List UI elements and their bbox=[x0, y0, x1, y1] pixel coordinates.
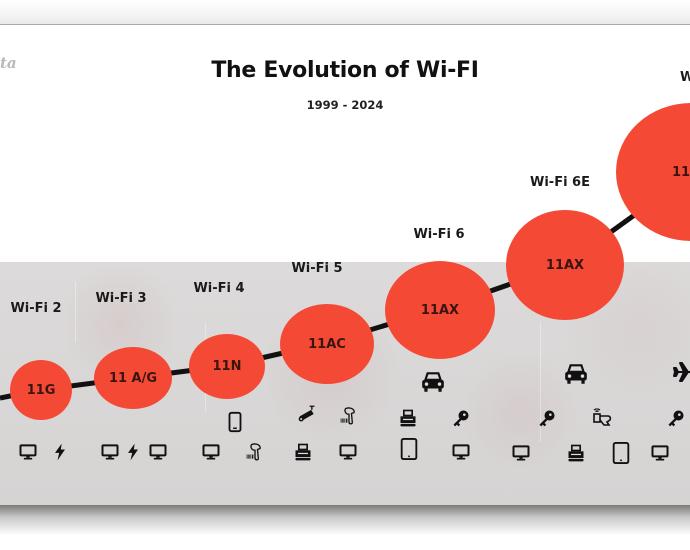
monitor-icon bbox=[650, 443, 670, 463]
key-icon bbox=[537, 408, 557, 428]
standard-label: 11AX bbox=[420, 302, 460, 318]
decorative-line bbox=[75, 282, 76, 342]
watermark-logo: ta bbox=[0, 54, 17, 72]
monitor-icon bbox=[100, 442, 120, 462]
standard-label: 11AC bbox=[308, 336, 346, 352]
monitor-icon bbox=[451, 442, 471, 462]
generation-label-wifi-5: Wi-Fi 5 bbox=[291, 261, 343, 276]
node-wifi-4: 11N bbox=[189, 334, 265, 399]
car-icon bbox=[419, 369, 447, 395]
tablet-icon bbox=[610, 439, 632, 467]
smartwatch-icon bbox=[588, 404, 614, 428]
bottom-shadow bbox=[0, 505, 690, 535]
node-wifi-2: 11G bbox=[10, 360, 72, 420]
page-subtitle: 1999 - 2024 bbox=[306, 98, 384, 112]
printer-icon bbox=[566, 443, 586, 463]
printer-icon bbox=[398, 408, 418, 428]
standard-label: 11G bbox=[26, 382, 56, 398]
bolt-icon bbox=[123, 442, 143, 462]
tablet-icon bbox=[398, 435, 420, 463]
printer-icon bbox=[293, 442, 313, 462]
barcode-scanner-icon bbox=[245, 442, 265, 462]
node-wifi-6e: 11AX bbox=[506, 210, 624, 320]
decorative-line bbox=[540, 322, 541, 442]
monitor-icon bbox=[18, 442, 38, 462]
bolt-icon bbox=[50, 442, 70, 462]
monitor-icon bbox=[201, 442, 221, 462]
generation-label-wifi-2: Wi-Fi 2 bbox=[10, 301, 62, 316]
generation-label-wifi-6e: Wi-Fi 6E bbox=[530, 175, 590, 190]
standard-label: 11 bbox=[672, 164, 690, 180]
top-frame-bar bbox=[0, 0, 690, 25]
monitor-icon bbox=[338, 442, 358, 462]
monitor-icon bbox=[511, 443, 531, 463]
airplane-icon bbox=[671, 360, 690, 384]
security-camera-icon bbox=[297, 404, 317, 424]
standard-label: 11N bbox=[212, 359, 242, 374]
smartphone-icon bbox=[224, 409, 246, 435]
generation-label-wifi-4: Wi-Fi 4 bbox=[193, 281, 245, 296]
standard-label: 11 A/G bbox=[108, 370, 158, 386]
monitor-icon bbox=[148, 442, 168, 462]
node-wifi-3: 11 A/G bbox=[94, 347, 172, 409]
generation-label-wifi-7: Wi- bbox=[680, 70, 690, 85]
generation-label-wifi-3: Wi-Fi 3 bbox=[95, 291, 147, 306]
node-wifi-6: 11AX bbox=[385, 261, 495, 359]
key-icon bbox=[666, 408, 686, 428]
car-icon bbox=[562, 361, 590, 387]
standard-label: 11AX bbox=[545, 257, 585, 273]
page-title: The Evolution of Wi-FI bbox=[211, 58, 479, 83]
generation-label-wifi-6: Wi-Fi 6 bbox=[413, 227, 465, 242]
node-wifi-5: 11AC bbox=[280, 304, 374, 384]
key-icon bbox=[451, 408, 471, 428]
barcode-scanner-icon bbox=[339, 406, 359, 426]
